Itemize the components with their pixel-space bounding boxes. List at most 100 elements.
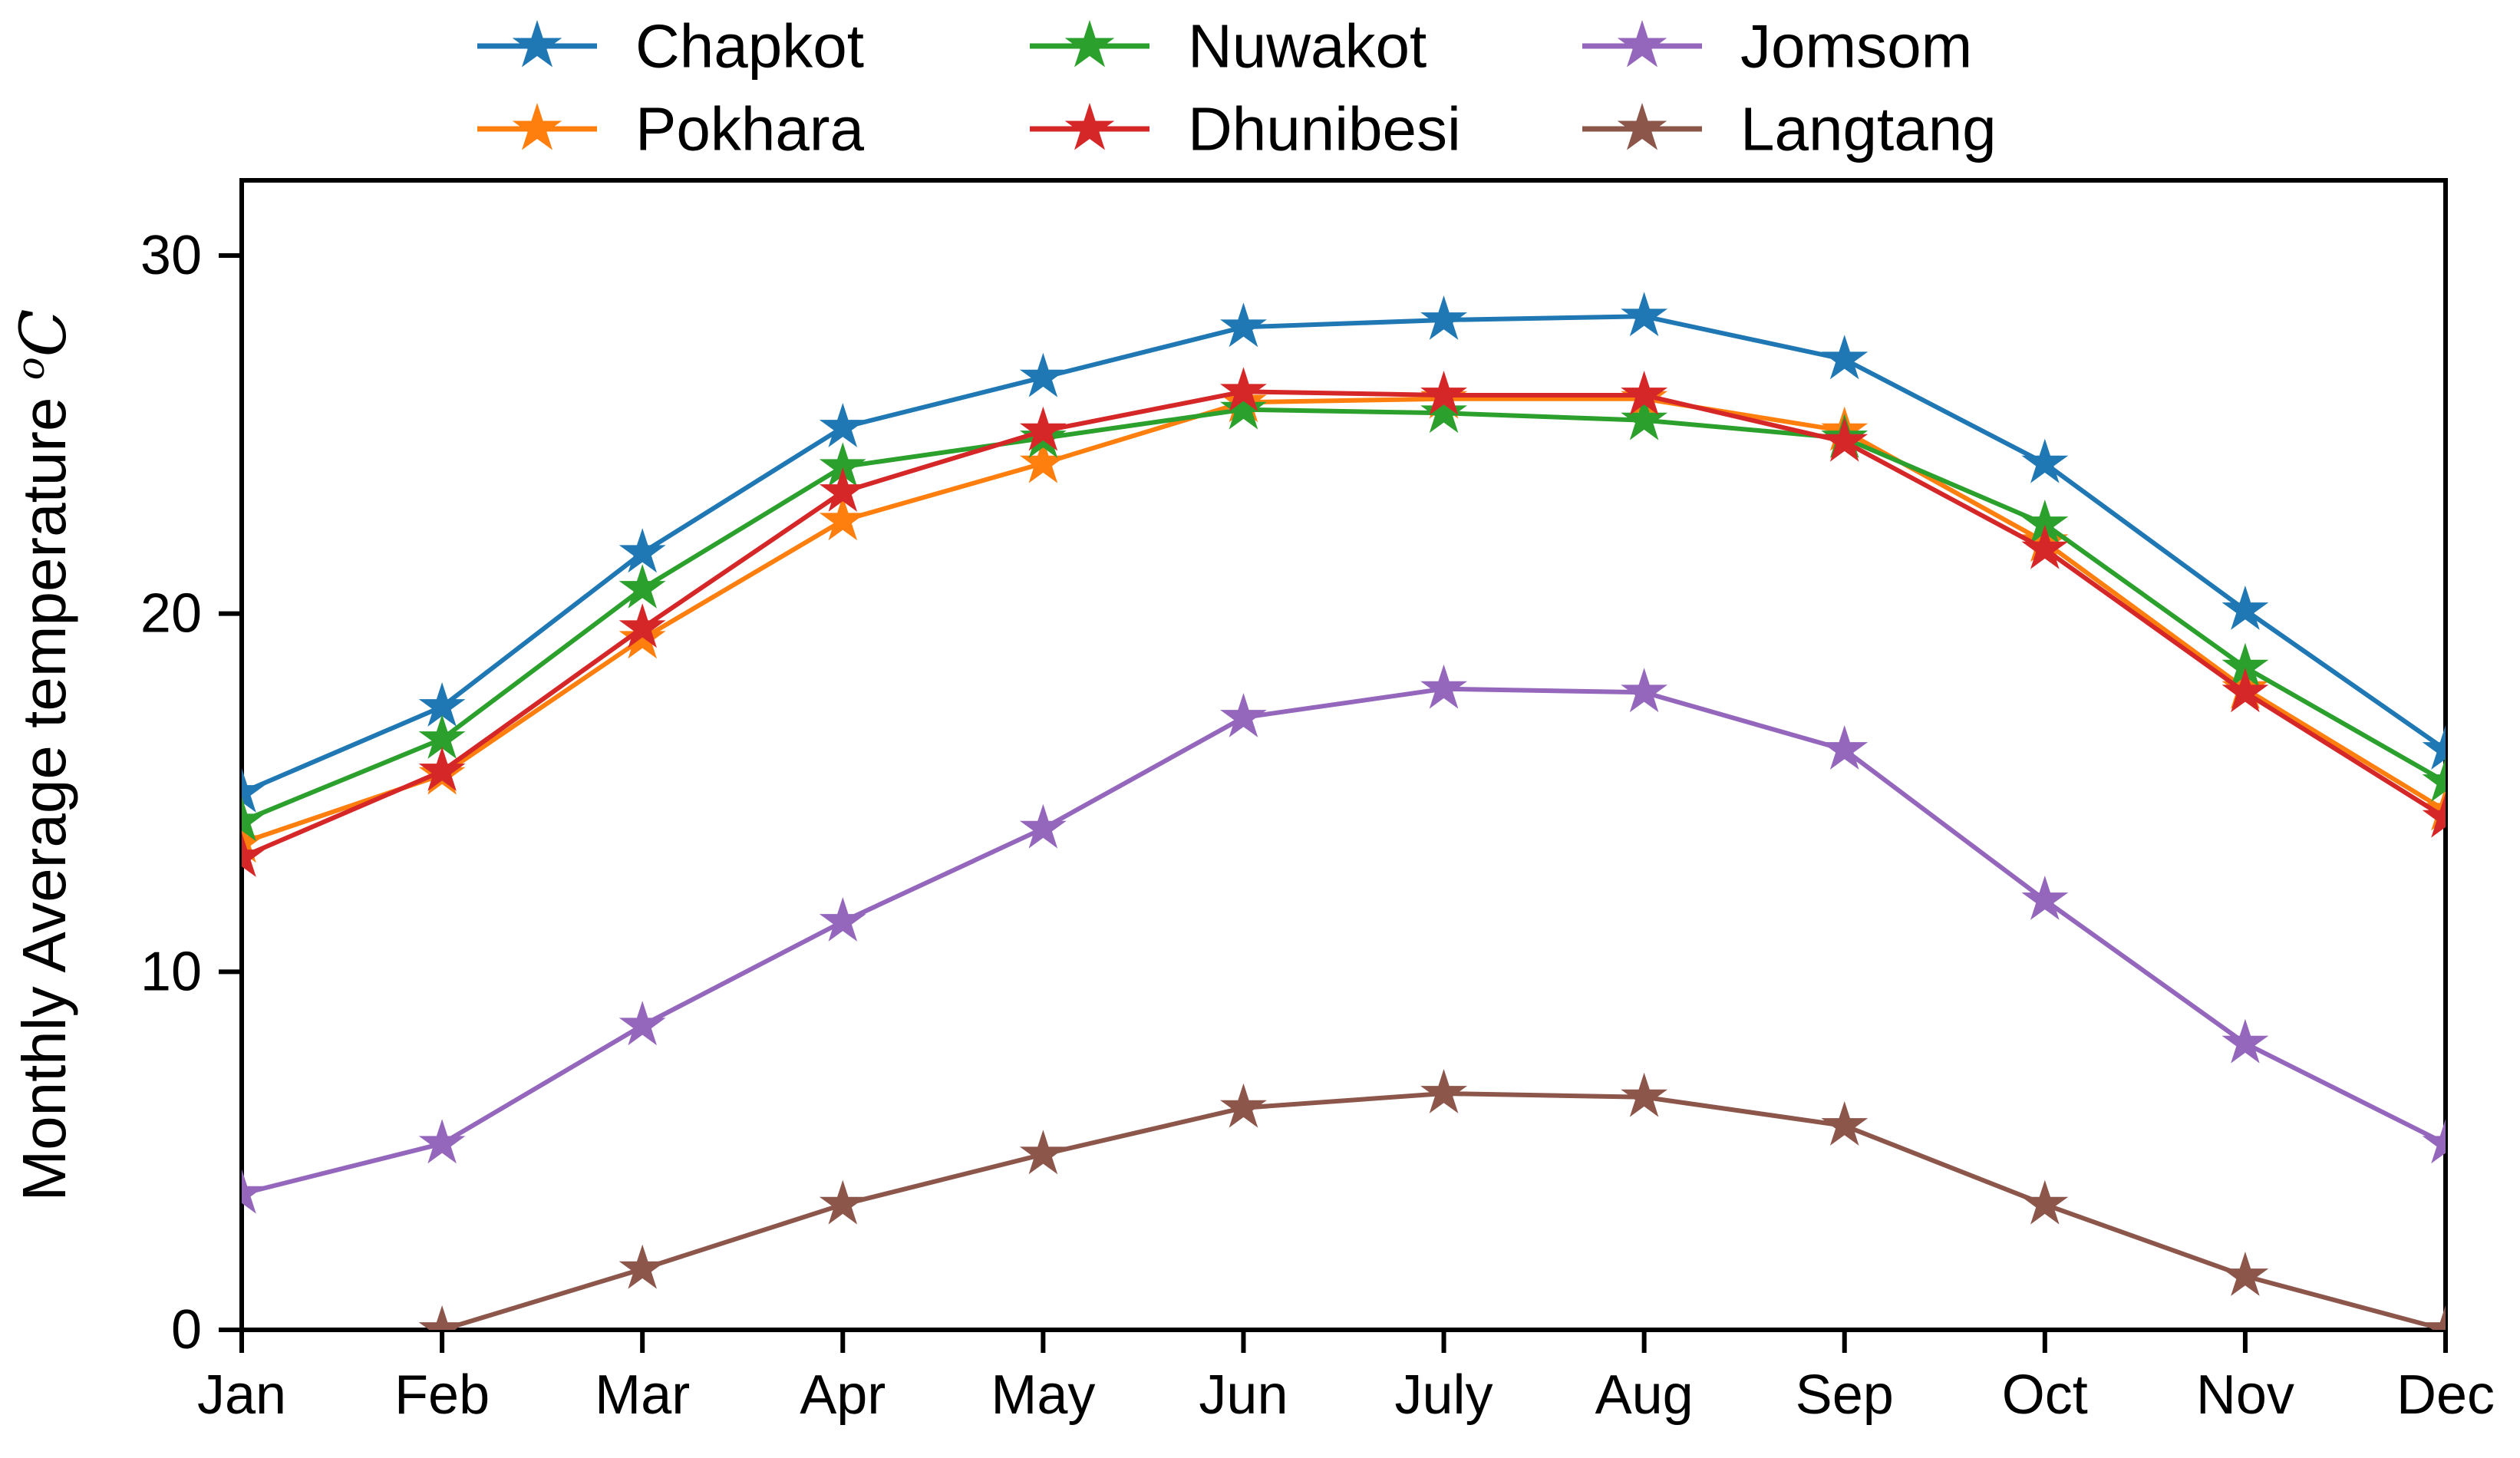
x-tick-label-aug: Aug: [1595, 1364, 1694, 1426]
legend-item-chapkot: Chapkot: [477, 12, 864, 81]
series-marker-nuwakot-jun: [1220, 384, 1267, 430]
x-tick-label-mar: Mar: [595, 1364, 690, 1426]
series-marker-langtang-feb: [418, 1305, 466, 1330]
legend-item-nuwakot: Nuwakot: [1030, 12, 1427, 81]
series-marker-jomsom-feb: [418, 1119, 466, 1164]
series-line-chapkot: [242, 314, 2446, 795]
series-marker-chapkot-dec: [2422, 725, 2446, 770]
series-langtang: [418, 1069, 2446, 1330]
series-line-dhunibesi: [242, 389, 2446, 859]
y-tick-label-30: 30: [140, 225, 202, 286]
series-marker-langtang-dec: [2422, 1305, 2446, 1330]
series-marker-langtang-apr: [819, 1179, 866, 1225]
series-marker-dhunibesi-nov: [2221, 668, 2269, 713]
y-axis-label: Monthly Average temperature oC: [8, 308, 81, 1201]
series-marker-nuwakot-oct: [2021, 500, 2069, 544]
legend-label-nuwakot: Nuwakot: [1188, 12, 1427, 81]
legend-marker-pokhara: [512, 103, 562, 150]
legend-item-pokhara: Pokhara: [477, 95, 864, 163]
series-line-nuwakot: [242, 407, 2446, 824]
y-tick-label-0: 0: [171, 1299, 202, 1361]
legend-item-dhunibesi: Dhunibesi: [1030, 95, 1461, 163]
series-marker-jomsom-apr: [819, 897, 866, 942]
y-tick-label-10: 10: [140, 941, 202, 1002]
series-line-pokhara: [242, 396, 2446, 846]
series-marker-langtang-nov: [2221, 1252, 2269, 1296]
series-marker-nuwakot-jan: [242, 797, 266, 842]
series-marker-dhunibesi-feb: [418, 747, 466, 791]
series-marker-chapkot-apr: [819, 403, 866, 447]
series-marker-langtang-aug: [1621, 1072, 1668, 1117]
series-marker-dhunibesi-dec: [2422, 793, 2446, 838]
series-marker-jomsom-jun: [1220, 693, 1267, 737]
x-tick-label-jun: Jun: [1199, 1364, 1288, 1426]
series-marker-langtang-sep: [1821, 1101, 1869, 1146]
series-line-jomsom: [242, 686, 2446, 1196]
series-marker-chapkot-jun: [1220, 302, 1267, 348]
series-marker-dhunibesi-oct: [2021, 524, 2069, 569]
series-marker-jomsom-oct: [2021, 876, 2069, 920]
legend-label-chapkot: Chapkot: [635, 12, 864, 81]
series-marker-jomsom-may: [1019, 803, 1067, 849]
series-marker-chapkot-jan: [242, 768, 266, 813]
series-marker-nuwakot-feb: [418, 714, 466, 759]
legend-label-pokhara: Pokhara: [635, 95, 864, 163]
series-marker-dhunibesi-mar: [618, 603, 666, 648]
series-marker-dhunibesi-jun: [1220, 367, 1267, 412]
y-axis: 0 10 20 30: [140, 225, 242, 1361]
legend-label-langtang: Langtang: [1740, 95, 1997, 163]
series-marker-nuwakot-mar: [618, 564, 666, 609]
series-marker-chapkot-aug: [1621, 292, 1668, 337]
x-tick-label-jan: Jan: [197, 1364, 286, 1426]
series-marker-chapkot-oct: [2021, 438, 2069, 483]
x-tick-label-feb: Feb: [394, 1364, 490, 1426]
series-marker-pokhara-may: [1019, 438, 1067, 483]
series-marker-jomsom-aug: [1621, 668, 1668, 713]
series-marker-chapkot-feb: [418, 682, 466, 727]
legend-item-langtang: Langtang: [1582, 95, 1997, 163]
series-marker-langtang-july: [1420, 1069, 1467, 1113]
series-marker-chapkot-sep: [1821, 335, 1869, 380]
series-line-langtang: [441, 1091, 2446, 1330]
series-marker-chapkot-mar: [618, 528, 666, 573]
series-marker-nuwakot-july: [1420, 388, 1467, 434]
series-marker-langtang-may: [1019, 1130, 1067, 1175]
y-tick-label-20: 20: [140, 583, 202, 645]
legend-label-dhunibesi: Dhunibesi: [1188, 95, 1461, 163]
series-marker-nuwakot-aug: [1621, 395, 1668, 440]
series-marker-jomsom-july: [1420, 664, 1467, 709]
series-marker-chapkot-july: [1420, 295, 1467, 340]
series-marker-dhunibesi-jan: [242, 833, 266, 877]
series-marker-chapkot-may: [1019, 352, 1067, 397]
series-marker-chapkot-nov: [2221, 586, 2269, 630]
legend-marker-langtang: [1617, 103, 1667, 150]
x-tick-label-nov: Nov: [2196, 1364, 2294, 1426]
series-marker-jomsom-dec: [2422, 1119, 2446, 1164]
series-marker-jomsom-jan: [242, 1169, 266, 1214]
series-chapkot: [242, 292, 2446, 813]
legend-item-jomsom: Jomsom: [1582, 12, 1972, 81]
series-marker-langtang-jun: [1220, 1083, 1267, 1128]
series-marker-dhunibesi-sep: [1821, 417, 1869, 462]
legend: Chapkot Nuwakot Jomsom Pokhara Dhunibesi Lang…: [477, 12, 1997, 163]
axes-frame: [239, 178, 2448, 1332]
legend-marker-jomsom: [1617, 20, 1667, 68]
x-tick-label-may: May: [991, 1364, 1095, 1426]
x-axis: Jan Feb Mar Apr May Jun July Aug Sep Oct Nov Dec: [197, 1330, 2495, 1426]
series-marker-nuwakot-dec: [2422, 757, 2446, 802]
series-marker-jomsom-mar: [618, 1001, 666, 1046]
series-marker-jomsom-sep: [1821, 725, 1869, 770]
x-tick-label-dec: Dec: [2396, 1364, 2495, 1426]
series-jomsom: [242, 664, 2446, 1214]
series-marker-langtang-mar: [618, 1244, 666, 1289]
series-marker-dhunibesi-july: [1420, 371, 1467, 415]
legend-marker-dhunibesi: [1064, 103, 1115, 150]
x-tick-label-apr: Apr: [800, 1364, 886, 1426]
series-marker-pokhara-apr: [819, 496, 866, 541]
x-tick-label-oct: Oct: [2002, 1364, 2088, 1426]
x-tick-label-sep: Sep: [1796, 1364, 1894, 1426]
series-marker-langtang-oct: [2021, 1179, 2069, 1225]
x-tick-label-july: July: [1395, 1364, 1493, 1426]
